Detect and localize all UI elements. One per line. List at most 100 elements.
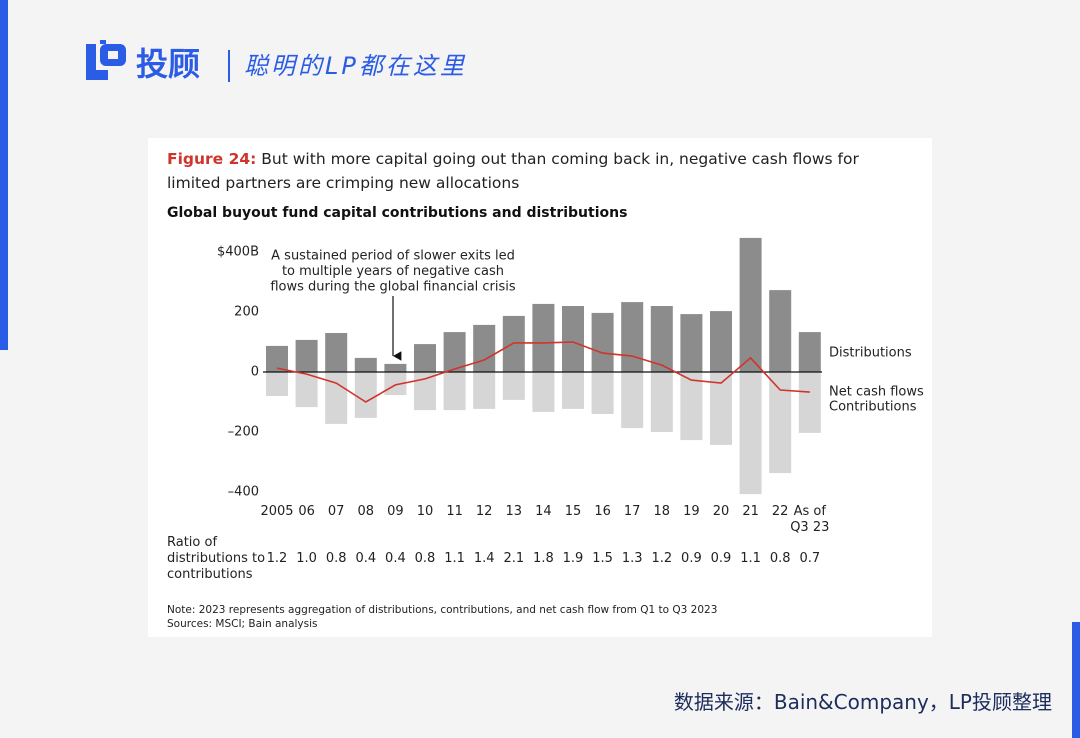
- bar: [680, 314, 703, 372]
- ratio-value: 0.4: [355, 551, 377, 566]
- ratio-label: Ratio of distributions to contributions: [167, 535, 266, 582]
- legend-label: Contributions: [829, 400, 917, 415]
- x-tick-label: 12: [475, 504, 493, 519]
- edge-bar: [1072, 622, 1080, 738]
- bar: [798, 332, 821, 372]
- x-tick-label: 22: [771, 504, 789, 519]
- x-tick-label: 2005: [260, 504, 294, 519]
- x-tick-label: 08: [357, 504, 375, 519]
- brand: 投顾: [136, 45, 201, 83]
- ratio-value: 1.4: [473, 551, 495, 566]
- ratio-value: 1.1: [444, 551, 465, 566]
- ratio-value: 1.2: [266, 551, 288, 566]
- bar: [266, 345, 288, 372]
- legend-label: Net cash flows: [829, 385, 924, 400]
- bar: [325, 372, 348, 424]
- bar: [502, 315, 525, 372]
- ratio-value: 1.5: [592, 551, 613, 566]
- bar: [591, 372, 614, 414]
- y-tick-label: $400B: [217, 245, 259, 260]
- edge-bar: [0, 0, 8, 350]
- bar: [325, 333, 348, 372]
- x-tick-label: 06: [298, 504, 315, 519]
- bar: [414, 372, 436, 411]
- x-tick-label: 19: [683, 504, 700, 519]
- x-tick-label: 18: [653, 504, 671, 519]
- slogan: 聪明的LP都在这里: [244, 52, 467, 80]
- x-tick-label: 17: [623, 504, 641, 519]
- x-tick-label: 21: [742, 504, 759, 519]
- bar: [414, 344, 436, 372]
- ratio-value: 0.9: [710, 551, 732, 566]
- bar: [680, 372, 703, 441]
- bar: [532, 303, 555, 372]
- ratio-value: 0.4: [385, 551, 406, 566]
- note: Note: 2023 represents aggregation of dis…: [167, 604, 718, 616]
- ratio-value: 0.8: [325, 551, 347, 566]
- bar: [354, 357, 377, 372]
- bar: [502, 372, 525, 400]
- legend-label: Distributions: [829, 346, 912, 361]
- bar: [443, 332, 466, 372]
- x-tick-label: 10: [416, 504, 434, 519]
- x-tick-label: 11: [446, 504, 463, 519]
- ratio-value: 0.8: [414, 551, 436, 566]
- bar: [562, 306, 584, 372]
- bar: [710, 372, 732, 445]
- ratio-value: 1.8: [533, 551, 554, 566]
- bar: [650, 306, 673, 372]
- ratio-value: 0.7: [799, 551, 821, 566]
- bar: [266, 372, 288, 396]
- bar: [798, 372, 821, 433]
- figure-label: Figure 24:: [167, 150, 257, 168]
- annotation: A sustained period of slower exits led: [271, 249, 515, 264]
- bar: [739, 237, 762, 372]
- bar: [769, 372, 792, 474]
- x-tick-label: 09: [387, 504, 404, 519]
- bar: [354, 372, 377, 418]
- bar: [769, 290, 792, 372]
- bar: [621, 372, 644, 429]
- annotation: to multiple years of negative cash: [282, 264, 504, 279]
- annotation: flows during the global financial crisis: [270, 280, 516, 295]
- x-tick-label: As of Q3 23: [790, 504, 830, 535]
- x-tick-label: 07: [327, 504, 345, 519]
- bar: [532, 372, 555, 412]
- bar: [473, 324, 496, 372]
- bar: [650, 372, 673, 432]
- y-tick-label: 0: [251, 365, 259, 380]
- ratio-value: 2.1: [503, 551, 525, 566]
- chart-title: Figure 24: But with more capital going o…: [167, 147, 897, 195]
- ratio-value: 1.1: [740, 551, 761, 566]
- bar: [591, 312, 614, 372]
- bar: [443, 372, 466, 411]
- ratio-value: 0.9: [681, 551, 702, 566]
- bar: [384, 372, 407, 396]
- bar: [473, 372, 496, 409]
- logo-icon: [86, 40, 126, 80]
- ratio-value: 0.8: [769, 551, 791, 566]
- y-tick-label: –400: [228, 485, 259, 500]
- bar: [621, 302, 644, 372]
- bar: [384, 363, 407, 372]
- x-tick-label: 13: [505, 504, 523, 519]
- bar: [295, 339, 318, 372]
- bar: [739, 372, 762, 495]
- x-tick-label: 20: [712, 504, 730, 519]
- ratio-value: 1.3: [621, 551, 643, 566]
- ratio-value: 1.0: [296, 551, 317, 566]
- sources: Sources: MSCI; Bain analysis: [167, 618, 318, 630]
- x-tick-label: 15: [564, 504, 582, 519]
- divider: [228, 50, 230, 82]
- x-tick-label: 14: [535, 504, 552, 519]
- title-text: But with more capital going out than com…: [167, 150, 859, 192]
- y-tick-label: –200: [228, 425, 259, 440]
- line: [276, 341, 810, 403]
- chart-subtitle: Global buyout fund capital contributions…: [167, 205, 628, 221]
- y-tick-label: 200: [234, 305, 259, 320]
- ratio-value: 1.2: [651, 551, 673, 566]
- footer-source: 数据来源：Bain&Company，LP投顾整理: [673, 690, 1052, 714]
- x-tick-label: 16: [594, 504, 611, 519]
